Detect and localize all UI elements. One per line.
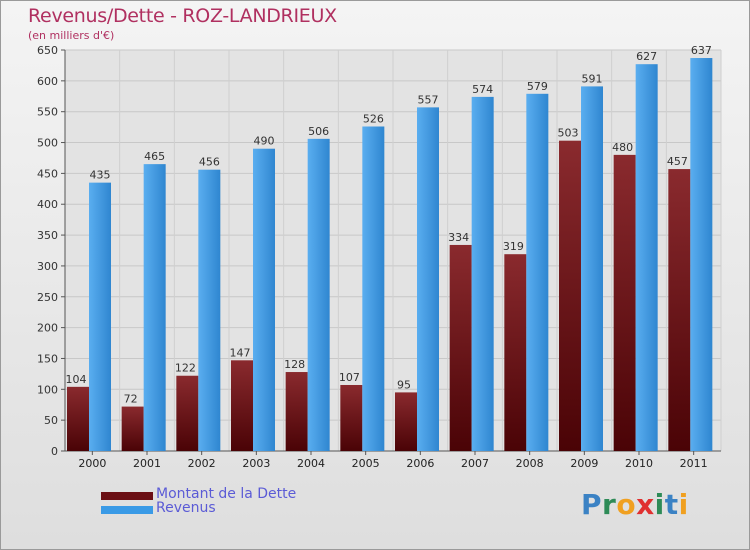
data-label-revenus: 579 [527,80,548,93]
x-tick-label: 2003 [242,457,270,470]
legend-swatch-revenus [101,506,153,514]
bar-revenus [253,148,275,451]
proxiti-logo: Proxiti [581,488,689,521]
bar-revenus [417,107,439,452]
proxiti-logo-letter: x [636,488,655,521]
x-tick-label: 2010 [625,457,653,470]
data-label-revenus: 574 [472,83,493,96]
y-tick-label: 600 [37,75,58,88]
y-tick-label: 250 [37,291,58,304]
x-tick-label: 2005 [352,457,380,470]
data-label-revenus: 465 [144,150,165,163]
legend-label-dette: Montant de la Dette [156,486,297,502]
bar-revenus [581,86,603,451]
bar-dette [559,140,581,452]
data-label-dette: 319 [503,240,524,253]
data-label-revenus: 637 [691,44,712,57]
data-label-revenus: 591 [582,72,603,85]
bar-revenus [362,126,385,451]
legend-label-revenus: Revenus [156,500,216,516]
proxiti-logo-letter: r [602,488,617,521]
bar-revenus [526,93,549,451]
bar-dette [176,375,199,451]
y-tick-label: 0 [51,445,58,458]
data-label-dette: 95 [397,378,411,391]
data-label-dette: 72 [124,393,138,406]
y-tick-label: 200 [37,322,58,335]
legend-swatch-dette [101,492,153,500]
x-tick-label: 2000 [78,457,106,470]
data-label-dette: 128 [284,358,305,371]
bar-dette [504,254,527,451]
proxiti-logo-letter: i [654,488,665,521]
y-tick-label: 100 [37,383,58,396]
data-label-dette: 107 [339,371,360,384]
proxiti-logo-letter: P [581,488,603,521]
bar-revenus [635,64,658,451]
bar-dette [121,406,144,451]
data-label-dette: 480 [612,141,633,154]
bar-dette [231,360,253,451]
y-tick-label: 650 [37,44,58,57]
data-label-dette: 104 [66,373,87,386]
bar-dette [613,154,636,451]
y-tick-label: 400 [37,198,58,211]
data-label-dette: 457 [667,155,688,168]
bar-dette [449,244,472,451]
y-tick-label: 550 [37,106,58,119]
bar-revenus [198,169,221,451]
bar-dette [668,169,691,451]
data-label-revenus: 435 [90,169,111,182]
data-label-revenus: 557 [418,93,439,106]
x-tick-label: 2004 [297,457,325,470]
x-tick-label: 2002 [188,457,216,470]
bar-revenus [471,96,494,451]
bar-dette [67,386,89,451]
chart-subtitle: (en milliers d'€) [28,29,115,42]
bar-dette [340,384,363,451]
y-tick-label: 500 [37,137,58,150]
data-label-revenus: 526 [363,112,384,125]
chart-title: Revenus/Dette - ROZ-LANDRIEUX [28,5,337,27]
x-tick-label: 2001 [133,457,161,470]
y-tick-label: 450 [37,167,58,180]
bar-revenus [89,182,111,451]
proxiti-logo-letter: i [678,488,689,521]
x-tick-label: 2006 [406,457,434,470]
x-tick-label: 2011 [680,457,708,470]
bar-revenus [690,58,713,452]
bar-dette [395,392,417,451]
y-tick-label: 350 [37,229,58,242]
y-tick-label: 150 [37,352,58,365]
proxiti-logo-letter: o [616,488,637,521]
x-tick-label: 2009 [570,457,598,470]
data-label-revenus: 506 [308,125,329,138]
bar-dette [285,372,308,451]
bar-revenus [307,138,330,452]
data-label-dette: 334 [448,231,469,244]
data-label-dette: 122 [175,362,196,375]
bar-revenus [143,164,166,451]
x-tick-label: 2008 [516,457,544,470]
x-tick-label: 2007 [461,457,489,470]
data-label-revenus: 490 [254,135,275,148]
data-label-dette: 503 [558,127,579,140]
data-label-revenus: 456 [199,156,220,169]
proxiti-logo-letter: t [664,488,679,521]
y-tick-label: 50 [44,414,58,427]
data-label-dette: 147 [230,346,251,359]
data-label-revenus: 627 [636,50,657,63]
y-tick-label: 300 [37,260,58,273]
